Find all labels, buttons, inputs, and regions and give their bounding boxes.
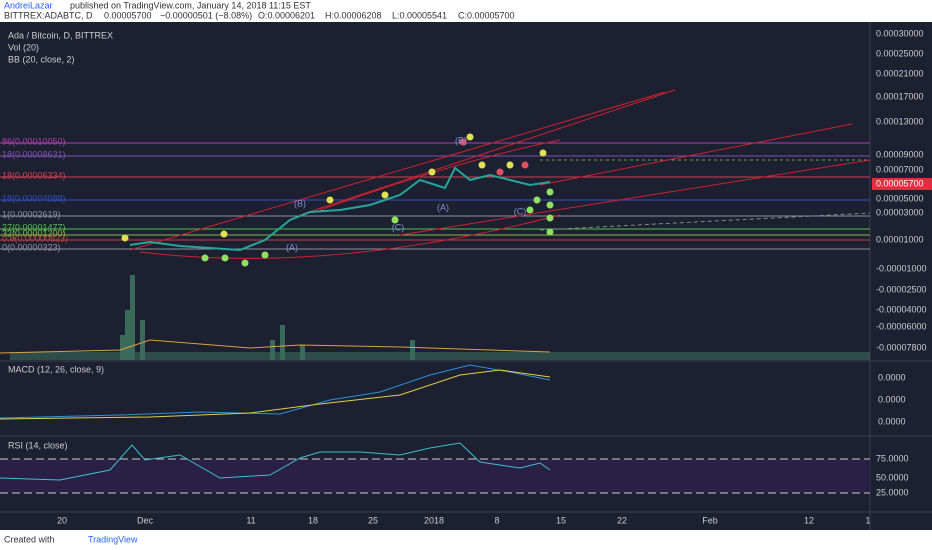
price-label: -0.00004000 [876,304,927,314]
rsi-line [0,442,551,481]
time-label: Dec [137,515,154,525]
price-label: 0.00021000 [876,68,924,78]
signal-line [0,369,551,420]
price-label: -0.00007800 [876,342,927,352]
price-path [129,166,551,252]
published: published on TradingView.com, January 14… [70,0,311,10]
price-label: -0.00006000 [876,321,927,331]
rsi-axis-label: 75.0000 [876,453,909,463]
author: AndreiLazar [4,0,53,10]
footer-created: Created with [4,534,55,544]
dots-green [201,188,554,267]
fib-label: 18(0.00004088) [2,193,66,203]
fib-label: 86(0.00010050) [2,136,66,146]
fib-label: 32(0.00001200) [2,228,66,238]
time-label: 2018 [424,515,444,525]
wave-label: (A) [437,202,449,212]
price-label: 0.00007000 [876,164,924,174]
price-label: 0.00025000 [876,48,924,58]
time-label: 20 [57,515,67,525]
fib-lines [0,142,870,250]
change: −0.00000501 (−8.08%) [160,10,252,20]
macd-title: MACD (12, 26, close, 9) [8,364,104,374]
rsi-band [0,459,870,493]
time-label: 25 [368,515,378,525]
wave-label: (C) [514,206,527,216]
macd-axis-label: 0.0000 [878,394,906,404]
fib-label: 18(0.00008631) [2,149,66,159]
last-price-tag [872,178,932,190]
price-label: 0.00030000 [876,28,924,38]
volume-bars [10,275,870,360]
legend-item: Vol (20) [8,42,39,52]
macd-line [0,364,551,419]
time-label: 1 [865,515,870,525]
high: H:0.00006208 [325,10,382,20]
price-label: 0.00017000 [876,91,924,101]
wave-label: (C) [392,222,405,232]
rsi-axis-label: 25.0000 [876,487,909,497]
legend-item: Ada / Bitcoin, D, BITTREX [8,30,113,40]
macd-axis-label: 0.0000 [878,372,906,382]
price-label: 0.00001000 [876,234,924,244]
symbol: BITTREX:ADABTC, D [4,10,93,20]
wave-label: (B) [294,198,306,208]
price-label: -0.00001000 [876,263,927,273]
fib-label: 0(0.00000323) [2,242,61,252]
low: L:0.00005541 [392,10,447,20]
fib-label: 1(0.00002619) [2,209,61,219]
price-label: 0.00003000 [876,207,924,217]
price-label: 0.00005000 [876,193,924,203]
trend-lines [129,89,871,259]
top-bar [0,0,932,22]
footer-brand: TradingView [88,534,138,544]
price-label: -0.00002500 [876,284,927,294]
open: O:0.00006201 [258,10,315,20]
time-label: 11 [246,515,255,525]
price-label: 0.00013000 [876,116,924,126]
time-label: Feb [702,515,718,525]
price-label: 0.00009000 [876,149,924,159]
time-label: 8 [494,515,499,525]
last-price: 0.00005700 [876,178,924,188]
close: C:0.00005700 [458,10,515,20]
fib-label: 0.6(0.00000823) [2,233,68,243]
wave-label: (A) [286,242,298,252]
projection [539,212,871,231]
volume-ma [0,339,551,354]
dots-red [459,138,529,176]
legend-item: BB (20, close, 2) [8,54,75,64]
fib-label: 18(0.00006334) [2,170,66,180]
fib-label: 27(0.00001477) [2,222,66,232]
rsi-axis-label: 50.0000 [876,472,909,482]
wave-label: (B) [455,135,467,145]
price: 0.00005700 [104,10,152,20]
time-label: 22 [617,515,627,525]
time-label: 15 [556,515,566,525]
macd-axis-label: 0.0000 [878,416,906,426]
rsi-title: RSI (14, close) [8,440,68,450]
time-label: 18 [308,515,318,525]
dots-yellow [121,133,547,242]
footer-bar [0,530,932,550]
time-label: 12 [804,515,814,525]
